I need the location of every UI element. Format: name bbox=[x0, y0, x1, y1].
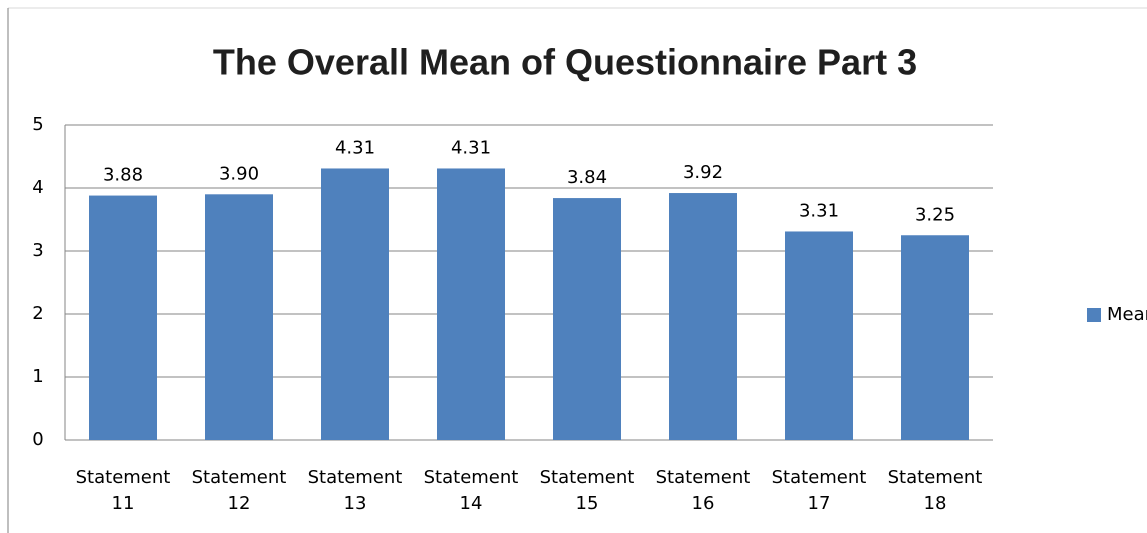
bar bbox=[321, 168, 389, 440]
value-label: 3.84 bbox=[567, 167, 607, 188]
value-label: 4.31 bbox=[335, 137, 375, 158]
bar bbox=[89, 195, 157, 440]
bar bbox=[205, 194, 273, 440]
x-tick-label: Statement 14 bbox=[424, 467, 519, 514]
value-label: 3.88 bbox=[103, 165, 143, 186]
x-tick-label: Statement 15 bbox=[540, 467, 635, 514]
bar bbox=[669, 193, 737, 440]
y-tick-label: 4 bbox=[32, 177, 43, 198]
bar bbox=[785, 231, 853, 440]
value-label: 3.90 bbox=[219, 163, 259, 184]
bar bbox=[437, 168, 505, 440]
y-tick-label: 3 bbox=[32, 240, 43, 261]
x-tick-label: Statement 17 bbox=[772, 467, 867, 514]
legend-label: Mean bbox=[1107, 304, 1147, 325]
x-tick-label: Statement 16 bbox=[656, 467, 751, 514]
x-tick-label: Statement 18 bbox=[888, 467, 983, 514]
legend-swatch bbox=[1087, 308, 1101, 322]
x-tick-label: Statement 11 bbox=[76, 467, 171, 514]
value-label: 4.31 bbox=[451, 137, 491, 158]
x-tick-label: Statement 13 bbox=[308, 467, 403, 514]
value-label: 3.31 bbox=[799, 200, 839, 221]
y-tick-label: 1 bbox=[32, 366, 43, 387]
bar bbox=[553, 198, 621, 440]
y-tick-label: 5 bbox=[32, 114, 43, 135]
bar bbox=[901, 235, 969, 440]
x-tick-label: Statement 12 bbox=[192, 467, 287, 514]
y-tick-label: 0 bbox=[32, 429, 43, 450]
value-label: 3.92 bbox=[683, 162, 723, 183]
y-tick-label: 2 bbox=[32, 303, 43, 324]
value-label: 3.25 bbox=[915, 204, 955, 225]
chart-title: The Overall Mean of Questionnaire Part 3 bbox=[213, 42, 917, 83]
